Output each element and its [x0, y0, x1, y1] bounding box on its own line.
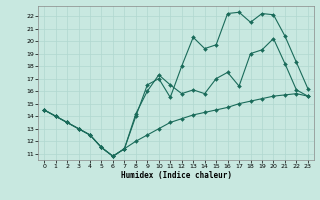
X-axis label: Humidex (Indice chaleur): Humidex (Indice chaleur) — [121, 171, 231, 180]
